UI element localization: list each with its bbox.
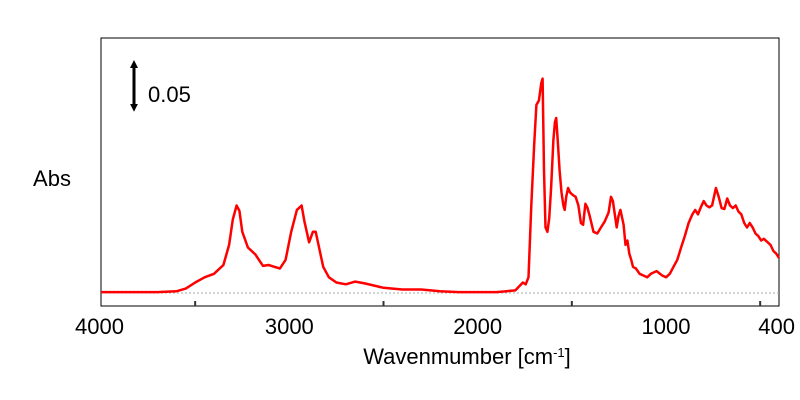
x-axis-title-superscript: -1 — [553, 345, 565, 360]
x-axis-tick-labels: 4000 3000 2000 1000 400 — [75, 314, 795, 339]
x-tick-label: 3000 — [265, 314, 314, 339]
spectrum-line — [101, 77, 781, 294]
x-tick-label: 1000 — [642, 314, 691, 339]
x-axis-title-suffix: ] — [565, 344, 571, 369]
y-axis-title: Abs — [33, 166, 71, 191]
x-axis-ticks — [194, 301, 762, 306]
scale-bar-label: 0.05 — [148, 82, 191, 107]
y-scale-bar: 0.05 — [130, 60, 191, 112]
plot-frame — [100, 37, 780, 307]
x-axis-title-main: Wavenmumber [cm — [363, 344, 553, 369]
spectrum-series-group — [101, 77, 781, 294]
x-tick-label: 4000 — [75, 314, 124, 339]
x-tick-label: 400 — [758, 314, 795, 339]
x-tick-label: 2000 — [453, 314, 502, 339]
x-axis-title: Wavenmumber [cm-1] — [363, 344, 571, 369]
